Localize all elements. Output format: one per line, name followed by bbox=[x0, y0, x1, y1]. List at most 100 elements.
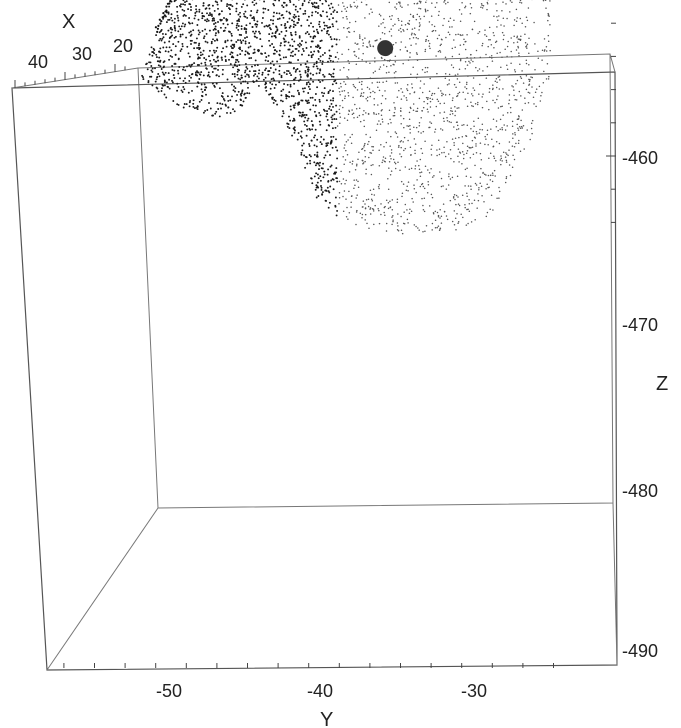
cloud-point bbox=[209, 107, 212, 110]
cloud-point bbox=[269, 44, 272, 47]
cloud-point bbox=[485, 174, 487, 176]
cloud-point bbox=[370, 198, 373, 201]
cloud-point bbox=[396, 136, 399, 138]
cloud-point bbox=[467, 222, 469, 225]
cloud-point bbox=[506, 111, 509, 114]
cloud-point bbox=[188, 105, 191, 108]
cloud-point bbox=[475, 66, 477, 69]
cloud-point bbox=[292, 20, 295, 23]
cloud-point bbox=[455, 194, 458, 197]
cloud-point bbox=[452, 97, 454, 99]
cloud-point bbox=[378, 183, 381, 186]
cloud-point bbox=[293, 40, 296, 43]
cloud-point bbox=[319, 69, 322, 72]
cloud-point bbox=[518, 54, 520, 57]
cloud-point bbox=[167, 29, 170, 32]
cloud-point bbox=[299, 7, 302, 10]
cloud-point bbox=[200, 88, 203, 91]
cloud-point bbox=[505, 161, 508, 163]
cloud-point bbox=[504, 129, 507, 131]
cloud-point bbox=[422, 231, 424, 233]
cloud-point bbox=[247, 46, 250, 49]
cloud-point bbox=[399, 49, 402, 51]
cloud-point bbox=[271, 83, 274, 86]
cloud-point bbox=[521, 22, 523, 25]
cloud-point bbox=[456, 212, 458, 215]
cloud-point bbox=[208, 55, 210, 58]
cloud-point bbox=[297, 59, 300, 61]
cloud-point bbox=[304, 166, 307, 169]
cloud-point bbox=[216, 102, 219, 105]
cloud-point bbox=[197, 71, 200, 74]
cloud-point bbox=[214, 34, 217, 37]
cloud-point bbox=[314, 188, 317, 191]
cloud-point bbox=[434, 226, 437, 229]
cloud-point bbox=[214, 21, 217, 24]
cloud-point bbox=[228, 58, 230, 61]
cloud-point bbox=[182, 3, 185, 6]
cloud-point bbox=[217, 31, 220, 34]
cloud-point bbox=[479, 176, 482, 178]
cloud-point bbox=[260, 52, 263, 55]
cloud-point bbox=[327, 180, 330, 182]
cloud-point bbox=[278, 53, 281, 56]
cloud-point bbox=[515, 49, 518, 51]
cloud-point bbox=[346, 36, 348, 38]
cloud-point bbox=[473, 125, 475, 127]
cloud-point bbox=[343, 117, 346, 119]
cloud-point bbox=[413, 126, 415, 129]
cloud-point bbox=[394, 82, 397, 84]
cloud-point bbox=[337, 4, 340, 6]
cloud-point bbox=[179, 50, 182, 52]
cloud-point bbox=[456, 128, 458, 131]
cloud-point bbox=[368, 40, 371, 43]
cloud-point bbox=[445, 188, 448, 190]
cloud-point bbox=[516, 35, 519, 38]
cloud-point bbox=[481, 4, 483, 7]
cloud-point bbox=[280, 42, 282, 45]
cloud-point bbox=[179, 28, 182, 30]
cloud-point bbox=[454, 74, 457, 76]
cloud-point bbox=[315, 45, 317, 48]
cloud-point bbox=[453, 142, 455, 144]
cloud-point bbox=[517, 115, 520, 117]
cloud-point bbox=[482, 93, 484, 95]
cloud-point bbox=[470, 7, 473, 9]
cloud-point bbox=[540, 94, 542, 97]
cloud-point bbox=[498, 75, 501, 78]
cloud-point bbox=[244, 40, 247, 43]
cloud-point bbox=[333, 113, 336, 116]
cloud-point bbox=[181, 33, 184, 36]
cloud-point bbox=[397, 17, 399, 20]
cloud-point bbox=[369, 136, 372, 139]
cloud-point bbox=[171, 65, 174, 67]
cloud-point bbox=[308, 83, 311, 86]
cloud-point bbox=[316, 12, 319, 14]
cloud-point bbox=[165, 96, 168, 99]
cloud-point bbox=[237, 60, 240, 63]
cloud-point bbox=[322, 73, 325, 76]
cloud-point bbox=[385, 199, 388, 202]
cloud-point bbox=[208, 3, 211, 6]
cloud-point bbox=[431, 144, 433, 147]
cloud-point bbox=[380, 110, 383, 112]
cloud-point bbox=[410, 167, 413, 170]
cloud-point bbox=[449, 149, 452, 151]
cloud-point bbox=[472, 94, 474, 97]
cloud-point bbox=[261, 73, 264, 76]
cloud-point bbox=[236, 54, 239, 57]
cloud-point bbox=[178, 4, 181, 7]
cloud-point bbox=[190, 9, 192, 11]
cloud-point bbox=[335, 167, 338, 170]
cloud-point bbox=[401, 195, 403, 198]
cloud-point bbox=[465, 87, 468, 90]
cloud-point bbox=[403, 136, 406, 139]
cloud-point bbox=[273, 35, 276, 37]
cloud-point bbox=[294, 102, 297, 105]
cloud-point bbox=[409, 56, 411, 58]
cloud-point bbox=[384, 98, 387, 100]
cloud-point bbox=[264, 81, 267, 84]
cloud-point bbox=[317, 5, 320, 8]
cloud-point bbox=[409, 13, 412, 16]
cloud-point bbox=[390, 135, 392, 138]
